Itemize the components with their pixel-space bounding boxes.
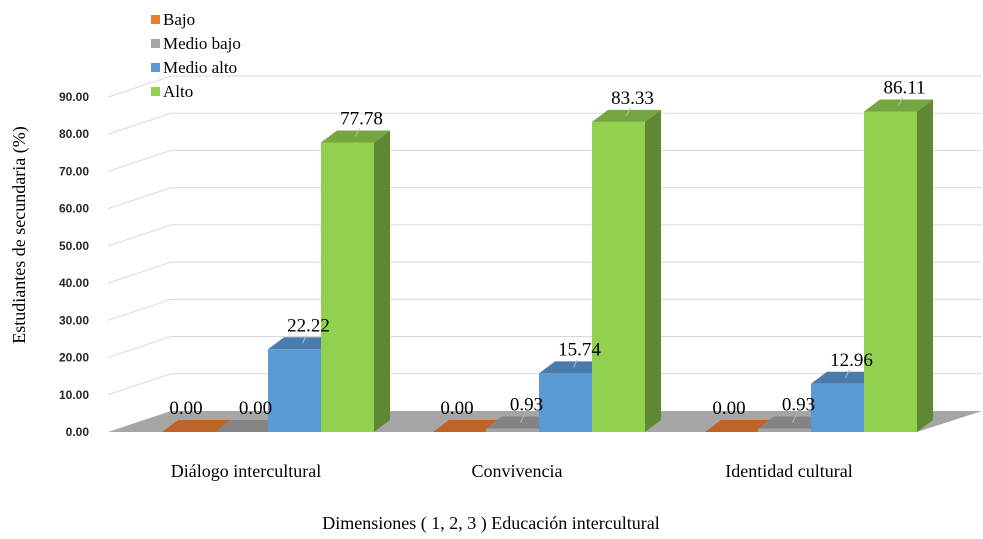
legend-item: Medio bajo [151,34,241,53]
data-label: 22.22 [287,315,330,336]
bar [592,109,661,432]
data-label: 0.00 [239,398,272,419]
leader-line [845,369,850,378]
bar [433,420,502,432]
data-labels: 0.00 0.00 22.22 77.78 0.00 0.93 15.74 83.33 0.00… [169,77,925,419]
bar [321,130,390,432]
legend-swatch [151,15,160,24]
x-tick-label: Convivencia [472,461,563,481]
gridline [107,373,982,396]
y-axis-title: Estudiantes de secundaria (%) [9,126,30,343]
legend-item: Alto [151,82,193,101]
bar-top [162,420,231,432]
x-axis-title: Dimensiones ( 1, 2, 3 ) Educación interc… [322,513,659,534]
y-tick-label: 10.00 [59,388,89,402]
gridline [107,112,982,135]
leader-line [626,107,631,117]
leader-line [898,97,903,106]
bar [864,99,933,433]
legend-label: Medio bajo [163,34,241,53]
gridline [107,298,982,321]
legend-swatch [151,63,160,72]
y-tick-label: 70.00 [59,164,89,178]
legend-swatch [151,87,160,96]
bar-front [592,121,645,432]
legend: Bajo Medio bajo Medio alto Alto [151,10,241,101]
x-tick-label: Identidad cultural [725,461,852,481]
legend-item: Medio alto [151,58,237,77]
gridline [107,261,982,284]
bar-front [321,142,374,432]
bar [162,420,231,432]
bar-side [374,130,390,432]
y-tick-label: 30.00 [59,313,89,327]
data-label: 86.11 [883,77,925,98]
legend-item: Bajo [151,10,195,29]
data-label: 77.78 [340,108,383,129]
bar-front [486,428,539,432]
y-tick-label: 60.00 [59,202,89,216]
data-label: 0.00 [169,398,202,419]
legend-swatch [151,39,160,48]
bar-side [917,99,933,433]
gridline [107,336,982,359]
leader-line [792,414,797,423]
bar-front [864,111,917,433]
gridline [107,187,982,210]
bar-front [268,349,321,432]
bars [162,99,933,433]
x-axis-categories: Diálogo intercultural Convivencia Identida… [171,461,853,481]
bar [705,420,774,432]
bar-front [758,428,811,432]
leader-line [520,414,525,423]
y-tick-label: 20.00 [59,351,89,365]
gridline [107,224,982,247]
bar [215,420,284,432]
gridline [107,75,982,98]
y-tick-label: 80.00 [59,127,89,141]
leader-lines [302,97,903,423]
bar-front [539,373,592,432]
data-label: 0.00 [440,398,473,419]
x-tick-label: Diálogo intercultural [171,461,321,481]
data-label: 0.93 [510,395,543,416]
y-axis-ticks: 0.00 10.00 20.00 30.00 40.00 50.00 60.00 70.00 8… [59,90,89,439]
data-label: 0.00 [712,398,745,419]
data-label: 12.96 [830,350,873,371]
legend-label: Bajo [163,10,195,29]
legend-label: Medio alto [163,58,237,77]
y-tick-label: 90.00 [59,90,89,104]
bar-top [215,420,284,432]
bar-side [645,109,661,432]
bar-top [705,420,774,432]
gridline [107,149,982,172]
y-tick-label: 40.00 [59,276,89,290]
y-tick-label: 50.00 [59,239,89,253]
legend-label: Alto [163,82,193,101]
gridlines [107,75,982,396]
data-label: 15.74 [558,339,601,360]
leader-line [573,359,578,368]
bar-front [811,383,864,432]
bar-top [433,420,502,432]
data-label: 83.33 [611,88,654,109]
leader-line [355,128,360,137]
leader-line [302,335,307,344]
data-label: 0.93 [782,395,815,416]
y-tick-label: 0.00 [66,425,90,439]
